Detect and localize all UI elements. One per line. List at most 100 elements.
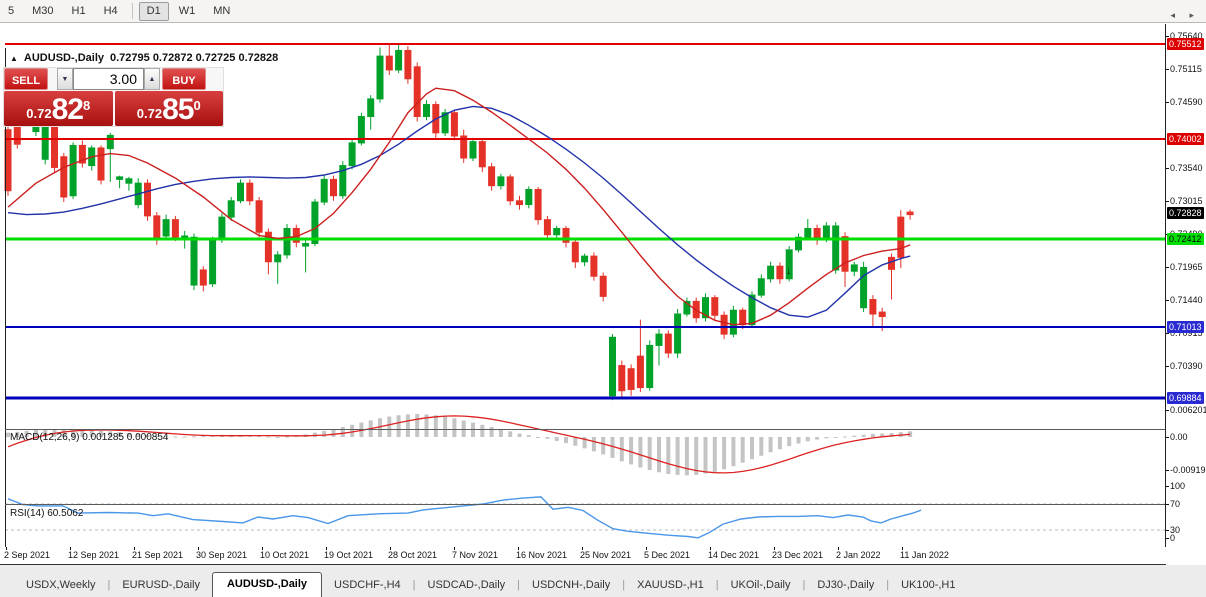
- volume-decrease-button[interactable]: ▼: [57, 68, 73, 90]
- price-axis-label: 0.70390: [1170, 361, 1203, 372]
- time-axis-label: 14 Dec 2021: [708, 550, 760, 560]
- time-tick-mark: [70, 547, 71, 550]
- tab-separator: |: [802, 579, 806, 591]
- price-axis-label: 0.74590: [1170, 97, 1203, 108]
- price-axis-label: 0.71965: [1170, 262, 1203, 273]
- sell-button[interactable]: SELL: [4, 68, 48, 90]
- price-axis-label: 0.71440: [1170, 295, 1203, 306]
- time-tick-mark: [518, 547, 519, 550]
- timeframe-button-m30[interactable]: M30: [32, 4, 54, 17]
- rsi-axis-label: 0: [1170, 533, 1176, 543]
- one-click-trading-panel: SELL ▼ ▲ BUY 0.72 82 8 0.72 85 0: [4, 68, 223, 126]
- tab-separator: |: [622, 579, 626, 591]
- timeframe-button-d1[interactable]: D1: [138, 1, 169, 21]
- tab-separator: |: [715, 579, 719, 591]
- volume-increase-button[interactable]: ▲: [144, 68, 160, 90]
- price-tag-0.69884: 0.69884: [1167, 392, 1204, 404]
- price-tag-0.72828: 0.72828: [1167, 206, 1204, 219]
- chart-title: ▲ AUDUSD-,Daily 0.72795 0.72872 0.72725 …: [10, 52, 278, 64]
- time-axis-label: 5 Dec 2021: [644, 550, 691, 560]
- time-tick-mark: [582, 547, 583, 550]
- price-axis-label: 0.73540: [1170, 163, 1203, 174]
- price-axis-label: 0.70915: [1170, 328, 1203, 339]
- axis-tick-mark: [1166, 504, 1169, 505]
- toolbar-divider: [131, 3, 133, 19]
- axis-tick-mark: [1166, 538, 1169, 539]
- chart-tab-usdcad-daily[interactable]: USDCAD-,Daily: [427, 579, 506, 591]
- chart-tab-bar: USDX,Weekly | EURUSD-,Daily AUDUSD-,Daily US…: [0, 565, 1206, 597]
- axis-tick-mark: [1166, 36, 1169, 37]
- time-tick-mark: [198, 547, 199, 550]
- time-axis-label: 7 Nov 2021: [452, 550, 499, 560]
- price-tag-0.75512: 0.75512: [1167, 38, 1204, 51]
- time-axis-label: 21 Sep 2021: [132, 550, 184, 560]
- time-axis-label: 11 Jan 2022: [900, 550, 949, 560]
- timeframe-button-w1[interactable]: W1: [178, 4, 196, 17]
- chart-tab-usdcnh-daily[interactable]: USDCNH-,Daily: [532, 579, 611, 591]
- buy-price-display[interactable]: 0.72 85 0: [114, 91, 223, 126]
- sell-price-pip: 8: [82, 98, 91, 113]
- time-axis-label: 30 Sep 2021: [196, 550, 248, 560]
- chart-tab-usdchf-h4[interactable]: USDCHF-,H4: [334, 579, 401, 591]
- time-tick-mark: [454, 547, 455, 550]
- price-axis[interactable]: 0.75640 0.75115 0.74590 0.73540 0.73015 0.724…: [1166, 24, 1206, 565]
- price-axis-label: 0.73015: [1170, 196, 1203, 207]
- chart-ohlc-values: 0.72795 0.72872 0.72725 0.72828: [110, 52, 279, 64]
- time-axis-label: 2 Jan 2022: [836, 550, 881, 560]
- tab-scroll-arrows[interactable]: ◂ ▸: [1170, 10, 1200, 20]
- chart-tab-ukoil-daily[interactable]: UKOil-,Daily: [730, 579, 791, 591]
- time-axis-label: 19 Oct 2021: [324, 550, 374, 560]
- axis-tick-mark: [1166, 333, 1169, 335]
- rsi-panel-separator[interactable]: [5, 504, 1166, 505]
- chart-tab-xauusd-h1[interactable]: XAUUSD-,H1: [637, 579, 704, 591]
- chart-left-border: [5, 48, 6, 588]
- macd-indicator-label: MACD(12,26,9) 0.001285 0.000854: [10, 432, 169, 443]
- sell-arrow-marker: ↓: [786, 266, 791, 277]
- buy-button[interactable]: BUY: [162, 68, 206, 90]
- timeframe-toolbar: 5 M30 H1 H4 D1 W1 MN: [0, 0, 1206, 23]
- rsi-line: [7, 496, 922, 539]
- sell-price-prefix: 0.72: [26, 106, 52, 121]
- tab-separator: |: [886, 579, 890, 591]
- timeframe-button-5[interactable]: 5: [8, 4, 15, 17]
- macd-signal-line: [7, 415, 911, 474]
- tab-separator: |: [412, 579, 416, 591]
- one-click-panel-toggle-icon[interactable]: ▲: [10, 53, 18, 63]
- time-tick-mark: [6, 547, 7, 550]
- chart-tab-dj30-daily[interactable]: DJ30-,Daily: [817, 579, 875, 591]
- axis-tick-mark: [1166, 267, 1169, 269]
- time-tick-mark: [326, 547, 327, 550]
- chart-tab-uk100-h1[interactable]: UK100-,H1: [901, 579, 956, 591]
- time-tick-mark: [262, 547, 263, 550]
- axis-tick-mark: [1166, 410, 1169, 411]
- time-axis[interactable]: 2 Sep 2021 12 Sep 2021 21 Sep 2021 30 Sep 2…: [0, 547, 1206, 564]
- time-tick-mark: [134, 547, 135, 550]
- price-axis-border: [1165, 24, 1166, 565]
- axis-tick-mark: [1166, 300, 1169, 302]
- time-tick-mark: [838, 547, 839, 550]
- axis-tick-mark: [1166, 168, 1169, 170]
- macd-panel-separator[interactable]: [5, 429, 1166, 430]
- time-axis-label: 2 Sep 2021: [4, 550, 51, 560]
- sell-price-main: 82: [51, 93, 84, 126]
- chart-area[interactable]: ▲ AUDUSD-,Daily 0.72795 0.72872 0.72725 …: [0, 24, 1206, 588]
- timeframe-button-mn[interactable]: MN: [213, 4, 231, 17]
- time-axis-label: 10 Oct 2021: [260, 550, 310, 560]
- chart-tab-audusd-daily[interactable]: AUDUSD-,Daily: [211, 572, 323, 597]
- macd-axis-label: 0.006201: [1170, 405, 1206, 415]
- buy-price-main: 85: [162, 93, 194, 126]
- timeframe-button-h1[interactable]: H1: [71, 4, 86, 17]
- time-axis-label: 12 Sep 2021: [68, 550, 120, 560]
- horizontal-levels-layer: [5, 43, 1165, 400]
- rsi-axis-label: 30: [1170, 525, 1181, 535]
- rsi-axis-label: 70: [1170, 499, 1181, 509]
- axis-tick-mark: [1166, 530, 1169, 531]
- chart-tab-eurusd-daily[interactable]: EURUSD-,Daily: [122, 579, 200, 591]
- time-axis-label: 16 Nov 2021: [516, 550, 568, 560]
- ma-fast-line: [7, 87, 911, 326]
- sell-price-display[interactable]: 0.72 82 8: [4, 91, 113, 126]
- chart-tab-usdx-weekly[interactable]: USDX,Weekly: [26, 579, 96, 591]
- timeframe-button-h4[interactable]: H4: [103, 4, 118, 17]
- volume-input[interactable]: [73, 68, 144, 90]
- time-axis-label: 23 Dec 2021: [772, 550, 824, 560]
